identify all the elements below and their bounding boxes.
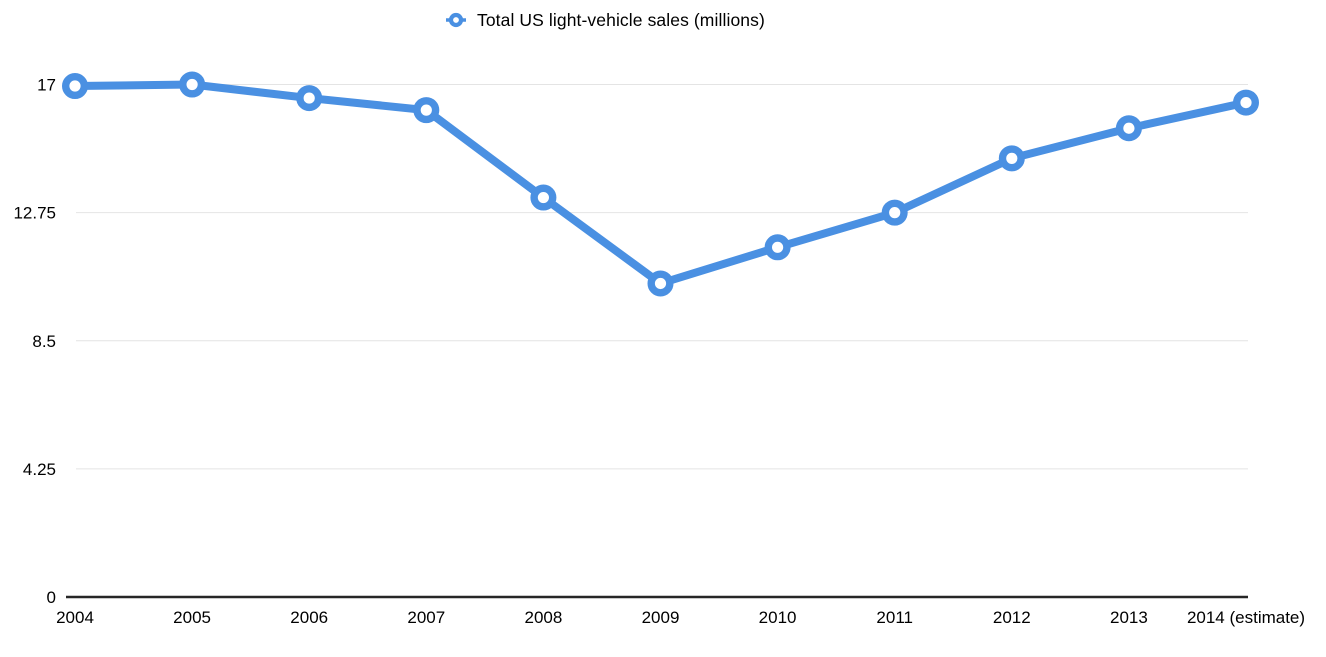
x-tick-label: 2012 xyxy=(993,608,1031,627)
data-point-marker xyxy=(179,71,206,98)
x-tick-label: 2008 xyxy=(524,608,562,627)
data-point-marker xyxy=(1232,89,1259,116)
data-point-marker xyxy=(413,97,440,124)
y-tick-label: 4.25 xyxy=(23,460,56,479)
series-line xyxy=(71,80,1250,288)
x-tick-label: 2007 xyxy=(407,608,445,627)
x-tick-label: 2004 xyxy=(56,608,94,627)
x-tick-label: 2014 (estimate) xyxy=(1187,608,1305,627)
chart-legend: Total US light-vehicle sales (millions) xyxy=(444,6,765,34)
legend-label: Total US light-vehicle sales (millions) xyxy=(477,9,765,30)
data-point-marker xyxy=(881,199,908,226)
x-tick-label: 2013 xyxy=(1110,608,1148,627)
y-tick-label: 17 xyxy=(37,76,56,95)
y-tick-label: 8.5 xyxy=(32,332,56,351)
data-point-marker xyxy=(530,184,557,211)
data-point-marker xyxy=(998,145,1025,172)
data-point-marker xyxy=(61,73,88,100)
series-marker-icon xyxy=(446,12,466,28)
x-tick-label: 2005 xyxy=(173,608,211,627)
x-tick-label: 2010 xyxy=(759,608,797,627)
y-tick-label: 0 xyxy=(47,588,56,607)
y-tick-label: 12.75 xyxy=(13,204,56,223)
x-tick-label: 2009 xyxy=(642,608,680,627)
data-point-marker xyxy=(1115,115,1142,142)
data-point-marker xyxy=(764,234,791,261)
data-point-marker xyxy=(296,85,323,112)
data-point-marker xyxy=(647,270,674,297)
x-tick-label: 2011 xyxy=(876,608,913,627)
x-tick-label: 2006 xyxy=(290,608,328,627)
